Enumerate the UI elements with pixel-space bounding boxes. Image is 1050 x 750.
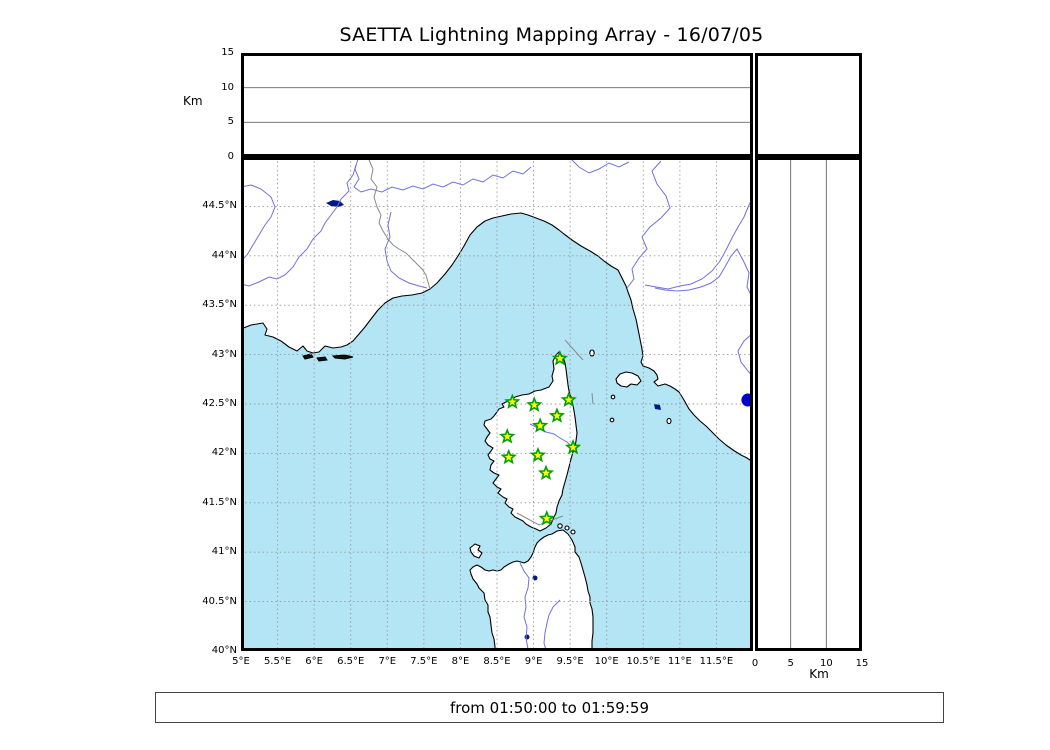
mainland-coastline — [241, 157, 753, 463]
elba-island — [615, 371, 642, 388]
station-marker — [538, 510, 555, 526]
time-range-box: from 01:50:00 to 01:59:59 — [155, 692, 944, 723]
lat-tick-label: 40.5°N — [202, 595, 237, 607]
lon-tick-label: 8°E — [451, 656, 470, 667]
altitude-tick-label-top: 5 — [227, 116, 234, 128]
altitude-latitude-panel — [755, 157, 862, 651]
lon-tick-label: 6°E — [305, 656, 323, 667]
corsica-island — [483, 351, 578, 532]
station-marker — [548, 407, 566, 423]
maddalena-island — [570, 529, 576, 535]
figure-title: SAETTA Lightning Mapping Array - 16/07/0… — [339, 24, 764, 46]
station-marker — [532, 417, 549, 433]
panel-frame — [755, 53, 862, 157]
lat-tick-label: 43°N — [211, 348, 237, 360]
corner-panel — [755, 53, 862, 157]
station-marker — [564, 438, 582, 455]
lat-tick-label: 44°N — [211, 249, 237, 261]
lon-tick-label: 10°E — [594, 656, 619, 667]
lon-tick-label: 6.5°E — [337, 656, 365, 667]
altitude-tick-label-right: 0 — [751, 658, 759, 669]
lon-tick-label: 8.5°E — [483, 656, 511, 667]
time-range-text: from 01:50:00 to 01:59:59 — [449, 698, 649, 717]
map-panel — [241, 157, 753, 651]
station-marker — [560, 391, 577, 407]
capraia-island — [589, 349, 595, 357]
lon-tick-label: 7.5°E — [410, 656, 438, 667]
lon-tick-label: 9.5°E — [556, 656, 584, 667]
capcorse-boundary-line — [564, 339, 584, 361]
altitude-tick-label-right: 5 — [787, 658, 794, 669]
lon-tick-label: 11°E — [667, 656, 692, 667]
altitude-longitude-panel — [241, 53, 753, 157]
lat-tick-label: 44.5°N — [202, 200, 237, 212]
capcorse-boundary-line — [591, 392, 594, 405]
lat-tick-label: 41.5°N — [202, 496, 237, 508]
giglio-island — [666, 417, 672, 425]
station-marker — [529, 446, 547, 463]
lat-tick-label: 40°N — [211, 645, 237, 656]
lat-tick-label: 43.5°N — [202, 299, 237, 311]
country-borders — [368, 159, 594, 526]
lat-tick-label: 42.5°N — [202, 398, 237, 409]
lat-tick-label: 41°N — [211, 546, 237, 558]
asinara-island — [469, 543, 483, 559]
lma-stations — [499, 349, 582, 526]
altitude-tick-label-top: 10 — [221, 81, 234, 93]
lat-tick-label: 42°N — [211, 447, 237, 459]
lon-tick-label: 5.5°E — [263, 656, 292, 667]
station-marker — [526, 396, 543, 412]
hyeres-islets — [302, 353, 354, 362]
lon-tick-label: 7°E — [378, 656, 397, 667]
bonifacio-boundary-line — [516, 512, 564, 526]
altitude-tick-label-top: 15 — [221, 47, 234, 58]
lon-tick-label: 11.5°E — [699, 656, 734, 667]
map-frame — [241, 157, 753, 651]
orbetello-lagoon — [654, 404, 661, 410]
altitude-axis-label-top: Km — [183, 94, 203, 108]
montecristo-island — [609, 417, 615, 423]
sardinia-island — [469, 529, 594, 651]
maddalena-island — [564, 525, 570, 531]
map-gridlines — [241, 157, 753, 651]
pianosa-island — [610, 394, 616, 400]
lon-tick-label: 10.5°E — [626, 656, 661, 667]
maddalena-island — [557, 523, 563, 529]
altitude-tick-label-top: 0 — [227, 151, 234, 162]
france-italy-border — [368, 159, 431, 290]
panel-frame — [241, 53, 753, 157]
station-marker — [499, 428, 516, 444]
land-masses — [241, 157, 753, 651]
lake-sardinia-south — [524, 634, 530, 640]
lon-tick-label: 9°E — [524, 656, 543, 667]
station-marker — [537, 464, 555, 481]
panel-frame — [755, 157, 862, 651]
station-marker — [500, 448, 517, 465]
station-marker — [504, 393, 521, 409]
lon-tick-label: 5°E — [232, 656, 250, 667]
altitude-axis-label-right: Km — [809, 667, 829, 681]
altitude-tick-label-right: 15 — [855, 658, 869, 669]
station-marker — [551, 349, 569, 366]
altitude-tick-label-right: 10 — [819, 658, 833, 669]
